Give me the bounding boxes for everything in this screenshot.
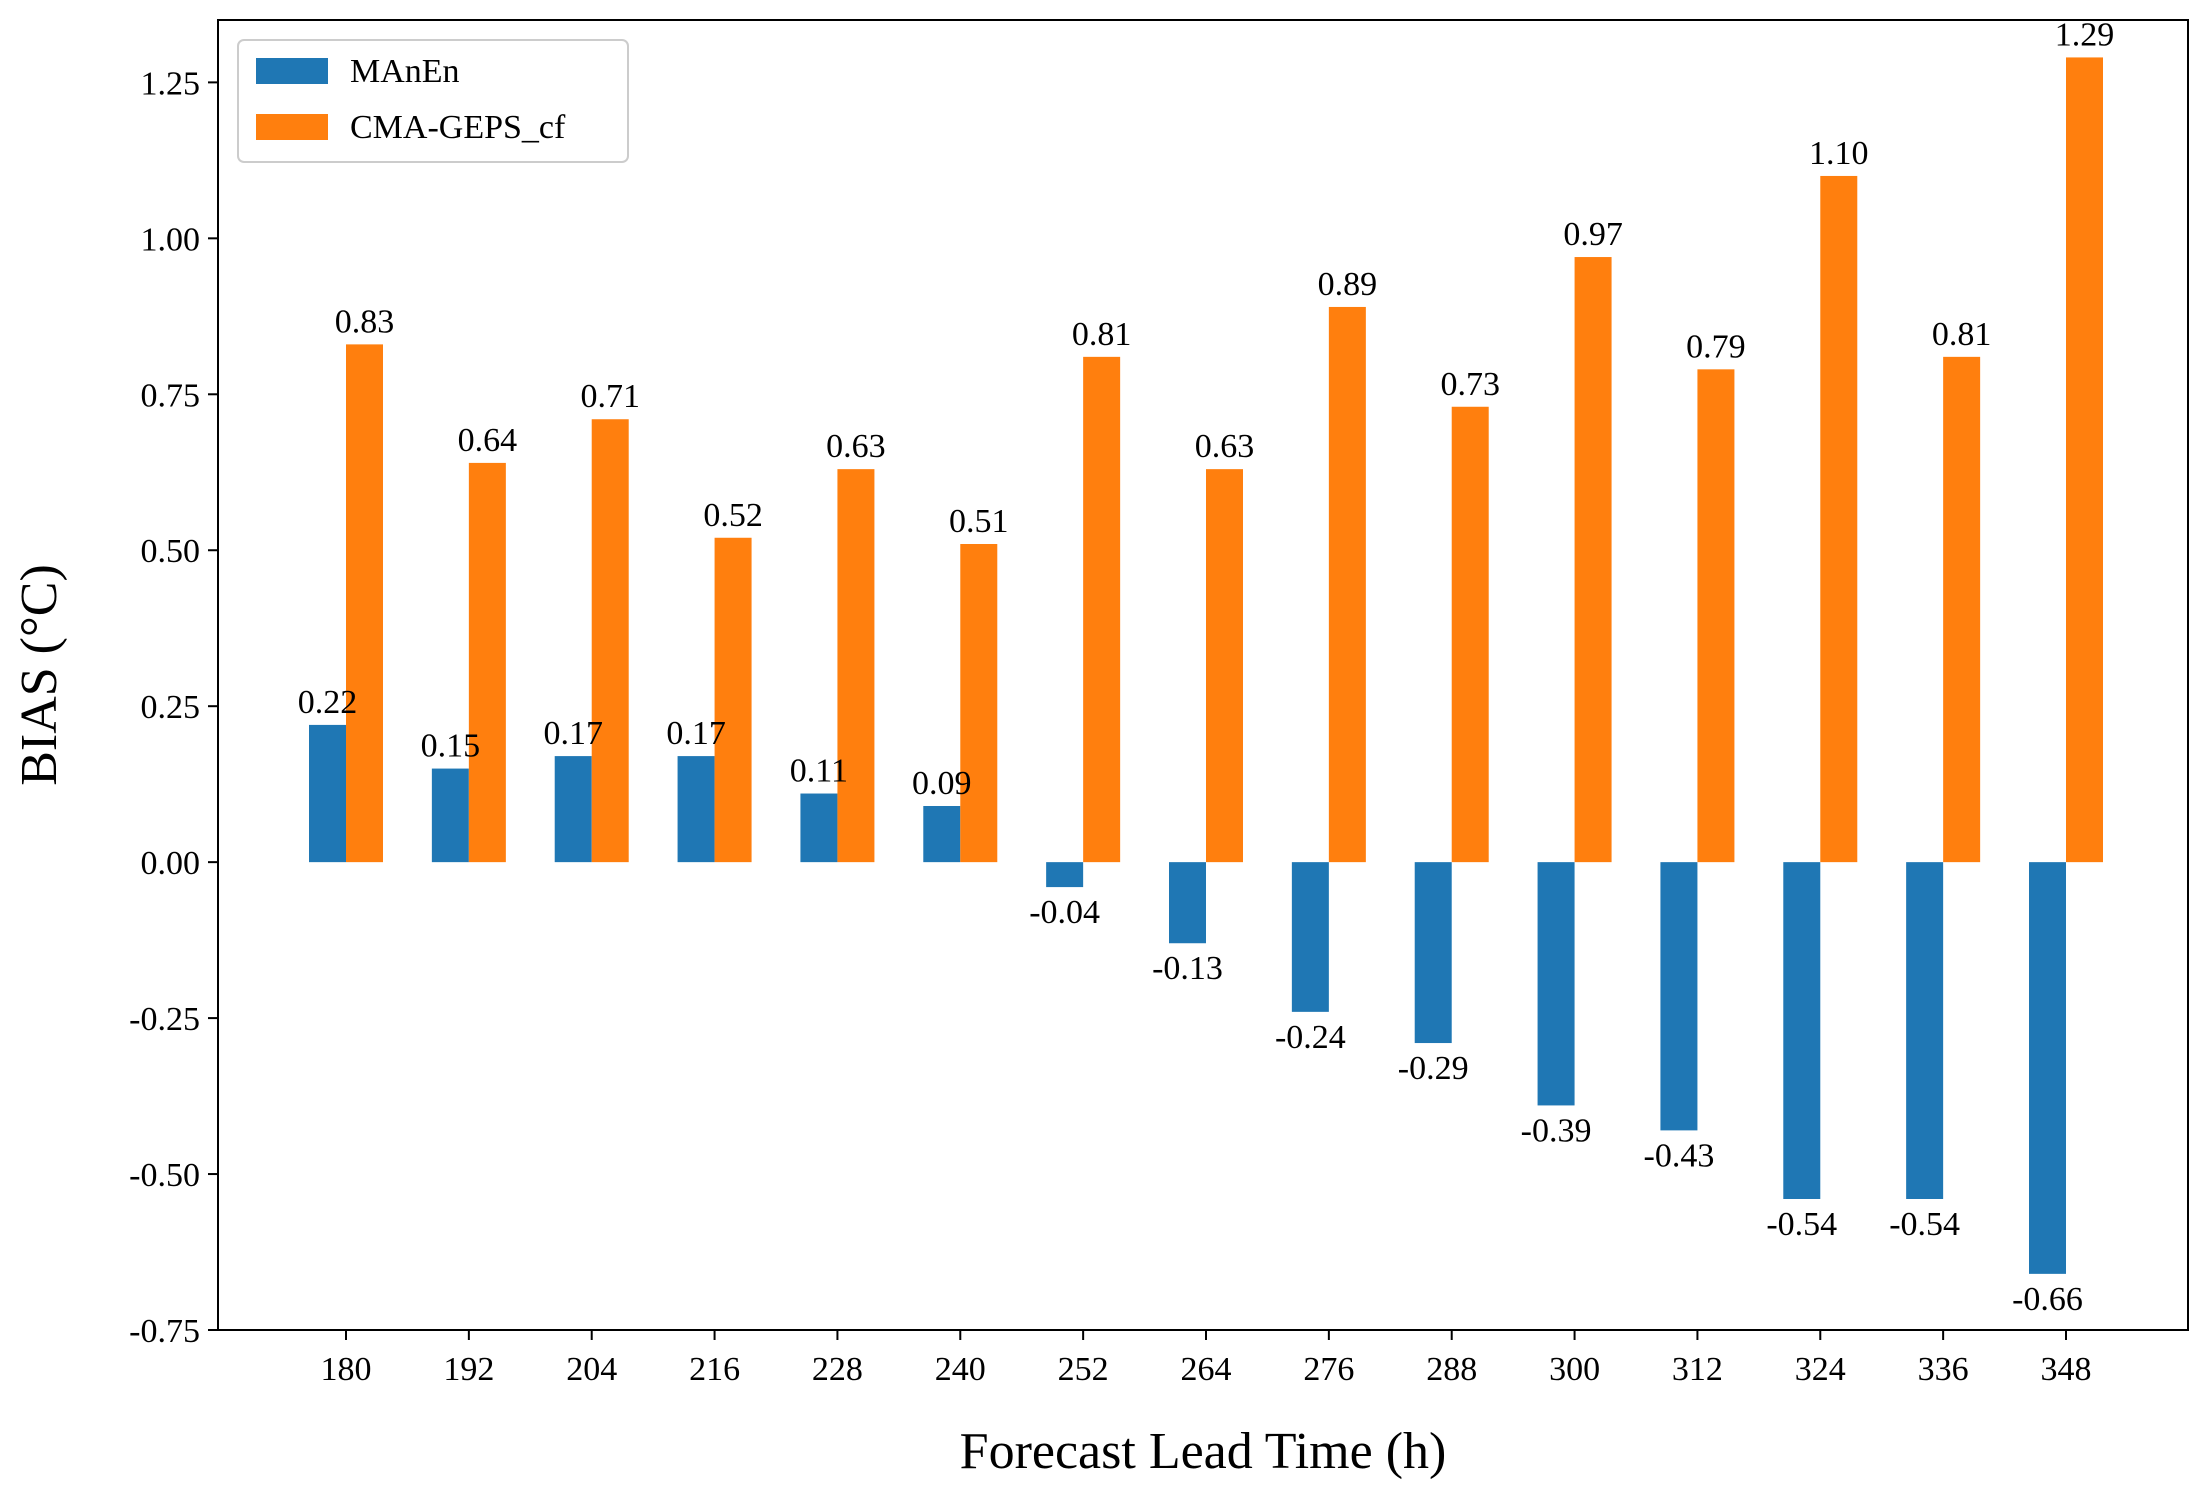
bar-manen xyxy=(677,756,715,863)
data-label-manen: 0.22 xyxy=(298,684,358,721)
bar-manen xyxy=(1906,862,1944,1199)
data-label-manen: 0.17 xyxy=(666,715,726,752)
bar-cma-geps-cf xyxy=(1943,356,1981,863)
legend-swatch-cma-geps-cf xyxy=(256,114,328,140)
bar-manen xyxy=(1660,862,1698,1131)
x-tick-label: 240 xyxy=(935,1351,986,1388)
data-label-manen: 0.09 xyxy=(912,765,972,802)
x-tick-label: 228 xyxy=(812,1351,863,1388)
data-label-manen: 0.17 xyxy=(543,715,603,752)
data-label-manen: 0.11 xyxy=(790,753,848,790)
x-tick-label: 180 xyxy=(321,1351,372,1388)
data-label-manen: 0.15 xyxy=(421,728,481,765)
bar-cma-geps-cf xyxy=(1328,306,1366,863)
y-tick-label: 0.25 xyxy=(141,689,201,726)
bar-cma-geps-cf xyxy=(1574,257,1612,863)
bar-manen xyxy=(309,724,346,863)
bar-manen xyxy=(2029,862,2066,1274)
data-label-cma-geps-cf: 1.10 xyxy=(1809,135,1869,172)
data-label-manen: -0.54 xyxy=(1766,1206,1837,1243)
y-tick-label: 1.25 xyxy=(141,65,201,102)
data-label-cma-geps-cf: 0.51 xyxy=(949,503,1009,540)
bar-manen xyxy=(1046,862,1084,888)
bar-manen xyxy=(800,793,838,863)
data-label-cma-geps-cf: 0.64 xyxy=(458,422,518,459)
value-labels-layer: 0.22 0.15 0.17 0.17 0.11 0.09 -0.04 -0.13 -0.24 -… xyxy=(298,16,2115,1317)
data-label-manen: -0.29 xyxy=(1398,1050,1469,1087)
y-tick-label: 1.00 xyxy=(141,221,201,258)
x-axis-title: Forecast Lead Time (h) xyxy=(960,1423,1447,1480)
data-label-cma-geps-cf: 0.73 xyxy=(1440,366,1500,403)
y-axis-title: BIAS (°C) xyxy=(11,564,68,786)
data-label-cma-geps-cf: 0.52 xyxy=(703,497,763,534)
x-tick-label: 264 xyxy=(1181,1351,1232,1388)
bar-manen xyxy=(1537,862,1575,1106)
legend: MAnEn CMA-GEPS_cf xyxy=(237,39,629,163)
x-tick-label: 312 xyxy=(1672,1351,1723,1388)
y-tick-label: 0.75 xyxy=(141,377,201,414)
bar-cma-geps-cf xyxy=(714,537,752,863)
x-axis: 180 192 204 216 228 240 252 264 276 288 300 312 324 3… xyxy=(321,1330,2092,1388)
y-tick-label: -0.75 xyxy=(129,1313,200,1350)
data-label-cma-geps-cf: 0.63 xyxy=(826,428,886,465)
bar-manen xyxy=(1291,862,1329,1012)
x-tick-label: 300 xyxy=(1549,1351,1600,1388)
bar-cma-geps-cf xyxy=(591,419,629,863)
bar-cma-geps-cf xyxy=(1697,369,1735,863)
data-label-cma-geps-cf: 1.29 xyxy=(2055,16,2115,53)
data-label-cma-geps-cf: 0.83 xyxy=(335,303,395,340)
data-label-cma-geps-cf: 0.89 xyxy=(1318,266,1378,303)
data-label-cma-geps-cf: 0.71 xyxy=(580,378,640,415)
bar-manen xyxy=(923,806,961,863)
bar-cma-geps-cf xyxy=(2066,57,2103,863)
bar-manen xyxy=(431,768,469,863)
bar-manen xyxy=(1169,862,1206,944)
x-tick-label: 288 xyxy=(1426,1351,1477,1388)
data-label-cma-geps-cf: 0.81 xyxy=(1932,316,1992,353)
data-label-cma-geps-cf: 0.81 xyxy=(1072,316,1132,353)
x-tick-label: 348 xyxy=(2041,1351,2092,1388)
x-tick-label: 336 xyxy=(1918,1351,1969,1388)
bar-cma-geps-cf xyxy=(1820,175,1858,863)
data-label-manen: -0.04 xyxy=(1029,894,1100,931)
x-tick-label: 252 xyxy=(1058,1351,1109,1388)
bar-manen xyxy=(1783,862,1821,1199)
bar-cma-geps-cf xyxy=(960,544,998,863)
y-tick-label: 0.50 xyxy=(141,533,201,570)
x-tick-label: 204 xyxy=(566,1351,617,1388)
data-label-manen: -0.13 xyxy=(1152,950,1223,987)
data-label-cma-geps-cf: 0.79 xyxy=(1686,328,1746,365)
bar-cma-geps-cf xyxy=(468,462,506,863)
data-label-manen: -0.54 xyxy=(1889,1206,1960,1243)
bars-layer xyxy=(309,57,2103,1274)
data-label-manen: -0.24 xyxy=(1275,1019,1346,1056)
x-tick-label: 216 xyxy=(689,1351,740,1388)
bar-manen xyxy=(554,756,592,863)
plot-frame xyxy=(217,19,2189,1331)
legend-label-cma-geps-cf: CMA-GEPS_cf xyxy=(350,109,566,146)
x-tick-label: 324 xyxy=(1795,1351,1846,1388)
y-tick-label: -0.25 xyxy=(129,1001,200,1038)
x-tick-label: 276 xyxy=(1303,1351,1354,1388)
y-tick-label: 0.00 xyxy=(141,845,201,882)
legend-box xyxy=(237,39,629,163)
legend-label-manen: MAnEn xyxy=(350,53,460,90)
y-tick-label: -0.50 xyxy=(129,1157,200,1194)
data-label-cma-geps-cf: 0.97 xyxy=(1563,216,1623,253)
bar-cma-geps-cf xyxy=(1451,406,1489,863)
data-label-manen: -0.43 xyxy=(1644,1137,1715,1174)
data-label-cma-geps-cf: 0.63 xyxy=(1195,428,1255,465)
bar-cma-geps-cf xyxy=(837,469,875,863)
bar-manen xyxy=(1414,862,1452,1044)
legend-swatch-manen xyxy=(256,58,328,84)
data-label-manen: -0.66 xyxy=(2012,1281,2083,1318)
data-label-manen: -0.39 xyxy=(1521,1112,1592,1149)
bar-cma-geps-cf xyxy=(346,344,383,863)
bar-cma-geps-cf xyxy=(1083,356,1121,863)
bar-cma-geps-cf xyxy=(1206,469,1243,863)
x-tick-label: 192 xyxy=(443,1351,494,1388)
y-axis: -0.75 -0.50 -0.25 0.00 0.25 0.50 0.75 1.00 1.25 xyxy=(129,65,218,1350)
